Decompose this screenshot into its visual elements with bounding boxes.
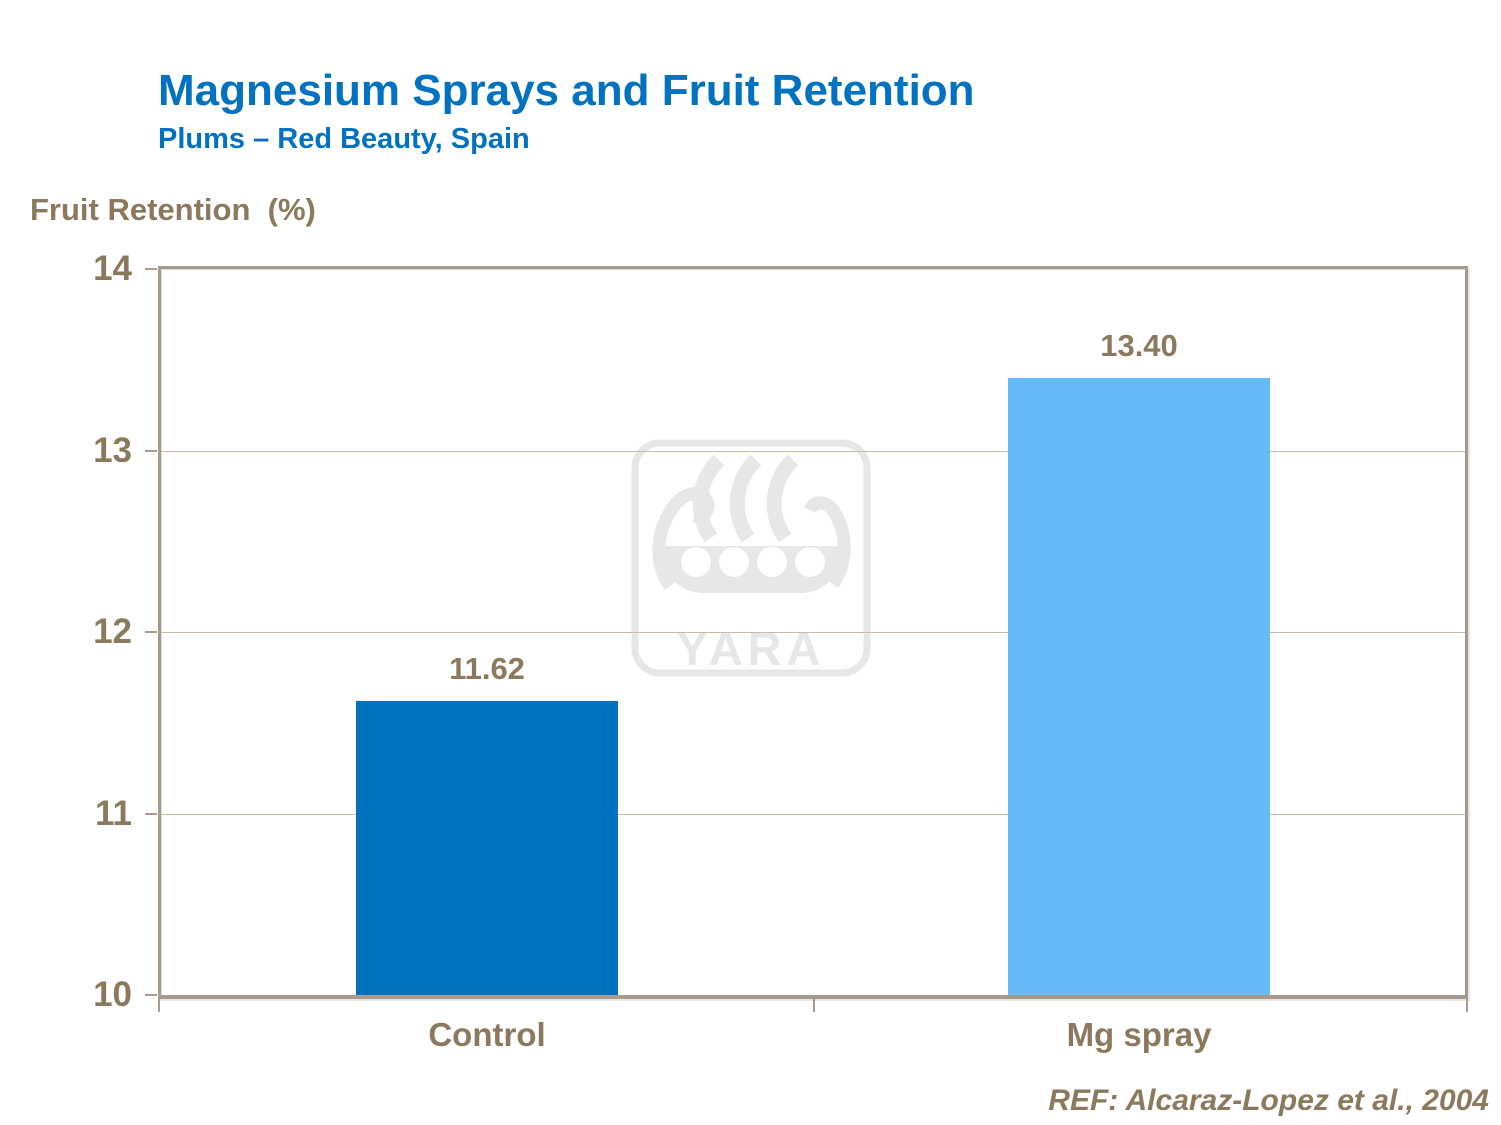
category-label-control: Control xyxy=(428,1016,546,1053)
viking-ship-icon xyxy=(652,454,851,593)
watermark-frame xyxy=(631,439,871,677)
bar-value-label-mg-spray: 13.40 xyxy=(1100,328,1178,363)
category-label-mg-spray: Mg spray xyxy=(1066,1016,1212,1053)
x-tick-mark-0 xyxy=(158,999,160,1012)
yara-logo-watermark: YARA xyxy=(631,439,871,677)
y-axis-title: Fruit Retention (%) xyxy=(30,192,316,227)
y-tick-label-10: 10 xyxy=(93,975,132,1014)
y-tick-mark-10 xyxy=(145,994,157,996)
slide-title: Magnesium Sprays and Fruit Retention xyxy=(158,66,975,115)
bar-control xyxy=(356,701,618,995)
plot-area xyxy=(158,266,1468,999)
gridline-13 xyxy=(161,451,1465,452)
y-tick-label-13: 13 xyxy=(93,431,132,470)
bar-value-label-control: 11.62 xyxy=(449,651,525,686)
y-tick-label-14: 14 xyxy=(93,249,132,288)
bar-mg-spray xyxy=(1008,378,1270,995)
y-tick-mark-13 xyxy=(145,450,157,452)
y-tick-label-12: 12 xyxy=(93,612,132,651)
watermark-wordmark: YARA xyxy=(677,622,826,675)
y-tick-mark-14 xyxy=(145,268,157,270)
gridline-12 xyxy=(161,632,1465,633)
slide-subtitle: Plums – Red Beauty, Spain xyxy=(158,123,530,155)
reference-text: REF: Alcaraz-Lopez et al., 2004 xyxy=(1048,1084,1489,1117)
x-tick-mark-2 xyxy=(1466,999,1468,1012)
x-tick-mark-1 xyxy=(813,999,815,1012)
gridline-11 xyxy=(161,814,1465,815)
y-tick-label-11: 11 xyxy=(95,794,132,833)
y-tick-mark-12 xyxy=(145,631,157,633)
y-tick-mark-11 xyxy=(145,813,157,815)
